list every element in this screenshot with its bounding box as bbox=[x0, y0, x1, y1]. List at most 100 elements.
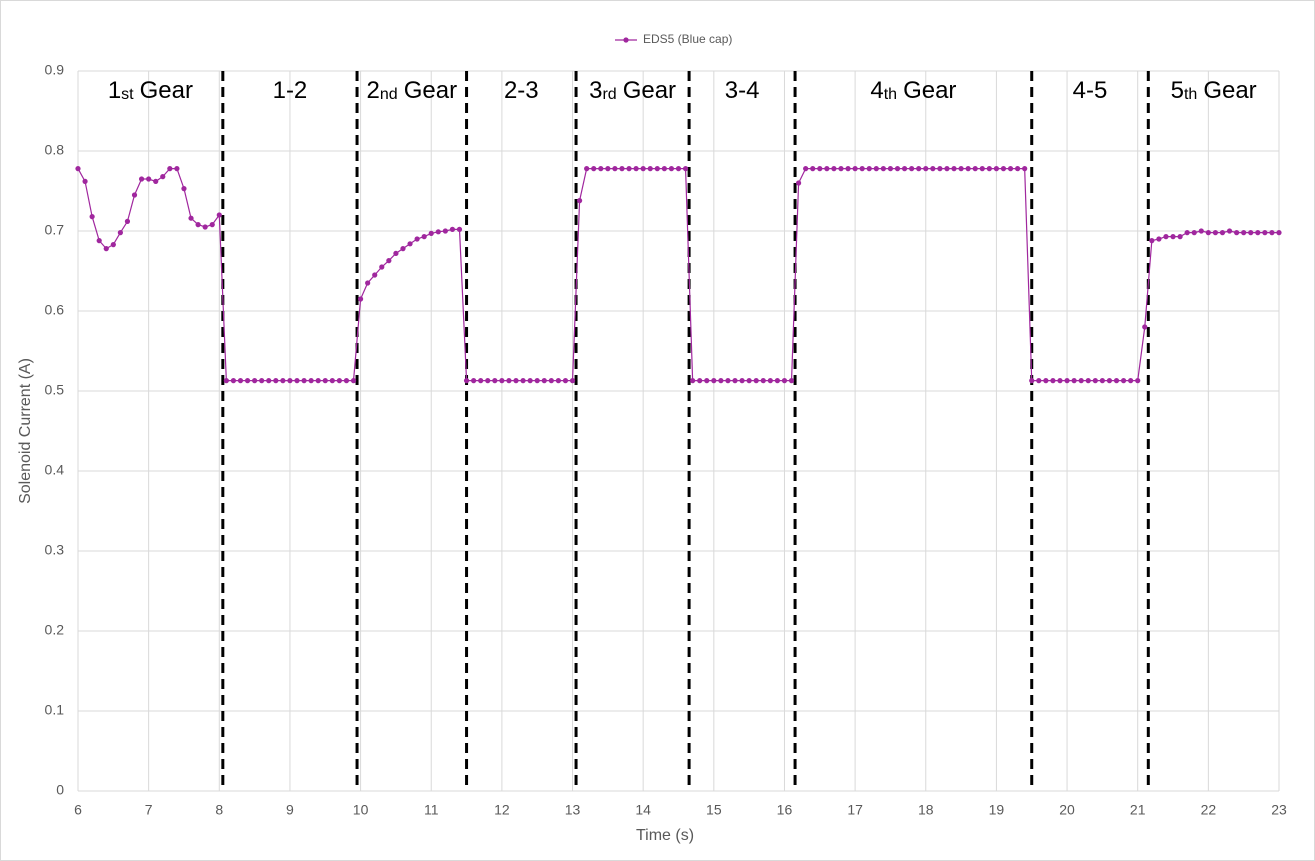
data-point bbox=[972, 166, 978, 172]
data-point bbox=[555, 378, 562, 384]
data-point bbox=[252, 378, 258, 384]
region-label-part: 3-4 bbox=[725, 77, 760, 104]
data-point bbox=[598, 166, 604, 172]
data-point bbox=[647, 166, 653, 172]
region-label: 1st Gear bbox=[108, 77, 193, 104]
data-point bbox=[591, 166, 597, 172]
data-point bbox=[463, 378, 470, 384]
data-point bbox=[690, 378, 696, 384]
data-point bbox=[697, 378, 703, 384]
y-tick-label: 0.8 bbox=[45, 142, 65, 158]
data-point bbox=[1029, 378, 1035, 384]
data-point bbox=[393, 250, 399, 256]
y-tick-label: 0 bbox=[56, 782, 64, 798]
data-point bbox=[414, 236, 420, 242]
y-axis-title: Solenoid Current (A) bbox=[17, 358, 34, 504]
data-point bbox=[138, 176, 145, 182]
data-point bbox=[372, 272, 378, 278]
x-tick-label: 6 bbox=[74, 802, 82, 818]
x-tick-label: 11 bbox=[424, 802, 439, 818]
data-point bbox=[711, 378, 717, 384]
data-point bbox=[817, 166, 823, 172]
data-point bbox=[923, 166, 929, 172]
region-label-part: 4-5 bbox=[1073, 77, 1108, 104]
data-point bbox=[492, 378, 498, 384]
data-point bbox=[1177, 234, 1183, 240]
data-point bbox=[1226, 228, 1233, 234]
region-label-part: rd bbox=[602, 86, 616, 103]
data-point bbox=[1163, 234, 1169, 240]
data-point bbox=[1269, 230, 1275, 236]
data-point bbox=[626, 166, 632, 172]
data-point bbox=[1241, 230, 1247, 236]
data-point bbox=[668, 166, 675, 172]
data-point bbox=[930, 166, 936, 172]
data-point bbox=[810, 166, 816, 172]
data-point bbox=[75, 166, 81, 172]
data-point bbox=[788, 378, 795, 384]
data-point bbox=[654, 166, 660, 172]
data-point bbox=[633, 166, 639, 172]
y-tick-label: 0.2 bbox=[45, 622, 65, 638]
data-point bbox=[407, 241, 413, 247]
data-point bbox=[718, 378, 724, 384]
data-point bbox=[1106, 378, 1113, 384]
data-point bbox=[1156, 236, 1162, 242]
x-tick-label: 7 bbox=[145, 802, 153, 818]
x-tick-label: 20 bbox=[1059, 802, 1075, 818]
region-label: 3-4 bbox=[725, 77, 760, 104]
data-point bbox=[188, 215, 194, 221]
region-label-part: 5 bbox=[1171, 77, 1184, 104]
data-point bbox=[965, 166, 971, 172]
data-point bbox=[1198, 228, 1204, 234]
data-point bbox=[195, 222, 201, 228]
data-point bbox=[873, 166, 879, 172]
region-label-part: 3 bbox=[589, 77, 602, 104]
y-tick-label: 0.3 bbox=[45, 542, 65, 558]
data-point bbox=[880, 166, 886, 172]
data-point bbox=[986, 166, 992, 172]
data-point bbox=[322, 378, 328, 384]
data-point bbox=[534, 378, 540, 384]
region-label: 4-5 bbox=[1073, 77, 1108, 104]
data-point bbox=[146, 176, 152, 182]
data-point bbox=[1022, 166, 1028, 172]
data-point bbox=[237, 378, 244, 384]
data-point bbox=[343, 378, 350, 384]
region-label-part: Gear bbox=[623, 77, 676, 104]
data-point bbox=[202, 224, 208, 230]
data-point bbox=[89, 214, 95, 220]
data-point bbox=[796, 180, 802, 186]
data-point bbox=[442, 228, 448, 234]
data-point bbox=[181, 186, 187, 192]
data-point bbox=[1248, 230, 1254, 236]
data-point bbox=[82, 178, 88, 184]
data-point bbox=[831, 166, 837, 172]
region-label-part: nd bbox=[380, 86, 398, 103]
data-point bbox=[485, 378, 491, 384]
region-label-part: Gear bbox=[903, 77, 956, 104]
region-label-part: th bbox=[884, 86, 897, 103]
data-point bbox=[230, 378, 237, 384]
data-point bbox=[350, 378, 357, 384]
x-tick-label: 16 bbox=[777, 802, 793, 818]
data-point bbox=[1113, 378, 1120, 384]
data-point bbox=[117, 230, 123, 236]
data-point bbox=[661, 166, 667, 172]
data-point bbox=[944, 166, 950, 172]
data-point bbox=[478, 378, 484, 384]
data-point bbox=[584, 166, 590, 172]
data-point bbox=[1184, 230, 1190, 236]
data-point bbox=[760, 378, 766, 384]
data-point bbox=[569, 378, 576, 384]
region-label-part: 2 bbox=[367, 77, 380, 104]
data-point bbox=[1043, 378, 1049, 384]
data-point bbox=[520, 378, 526, 384]
data-point bbox=[124, 218, 131, 224]
data-point bbox=[294, 378, 300, 384]
data-point bbox=[1149, 238, 1155, 244]
data-point bbox=[541, 378, 547, 384]
